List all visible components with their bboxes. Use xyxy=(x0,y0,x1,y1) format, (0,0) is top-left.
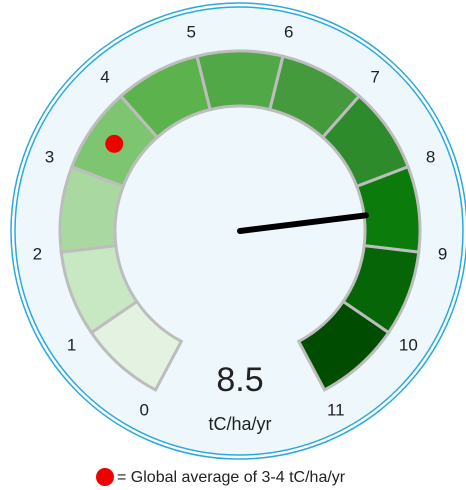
global-average-marker xyxy=(105,134,124,153)
tick-label: 0 xyxy=(139,401,148,420)
tick-label: 9 xyxy=(438,244,447,263)
tick-label: 8 xyxy=(426,148,435,167)
tick-label: 5 xyxy=(187,22,196,41)
legend-text: = Global average of 3-4 tC/ha/yr xyxy=(117,469,346,486)
tick-label: 11 xyxy=(327,401,345,420)
tick-label: 4 xyxy=(100,68,109,87)
tick-label: 10 xyxy=(399,336,418,355)
needle xyxy=(237,212,370,234)
tick-label: 3 xyxy=(45,148,54,167)
gauge-band xyxy=(195,49,285,112)
tick-label: 2 xyxy=(33,244,42,263)
tick-label: 6 xyxy=(284,22,293,41)
gauge-band xyxy=(296,299,391,392)
tick-label: 7 xyxy=(370,68,379,87)
unit-label: tC/ha/yr xyxy=(208,414,271,434)
value-label: 8.5 xyxy=(216,361,263,399)
tick-label: 1 xyxy=(67,336,76,355)
legend-marker xyxy=(96,468,114,486)
